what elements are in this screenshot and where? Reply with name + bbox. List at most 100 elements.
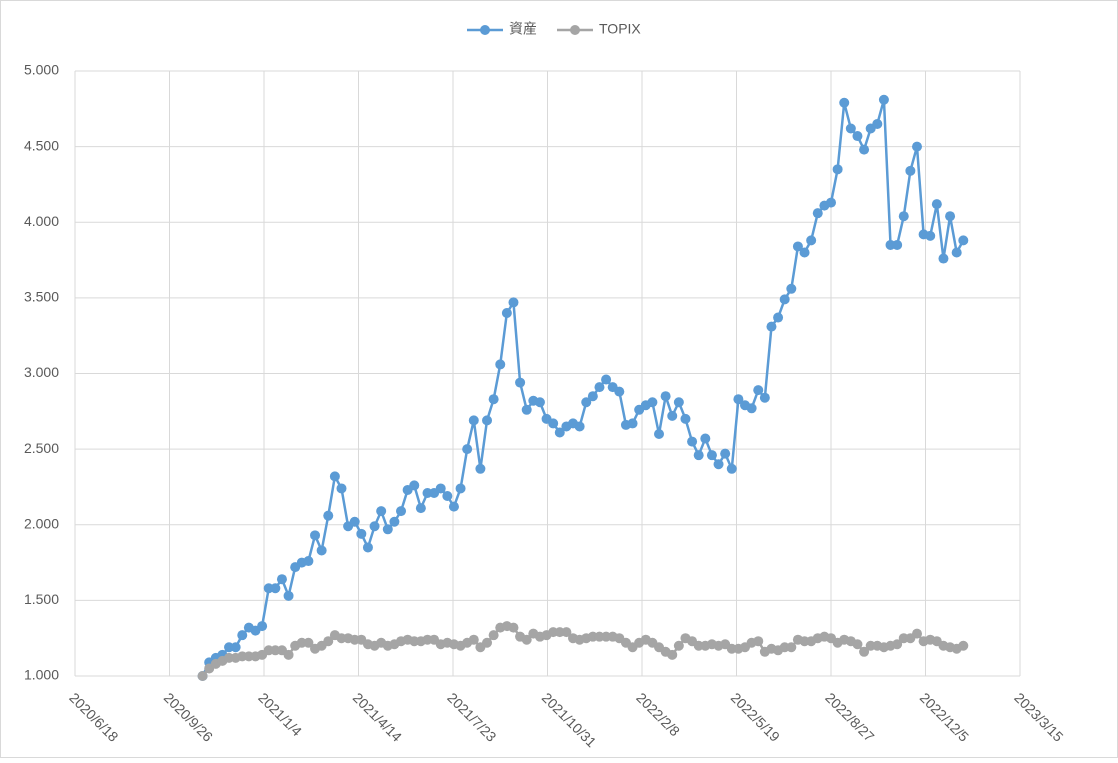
data-point [779,294,790,305]
legend-marker [480,25,490,35]
data-point [396,506,407,517]
data-point [323,510,334,521]
y-tick-label: 2.500 [24,440,59,456]
data-point [442,491,453,502]
data-point [958,235,969,246]
y-tick-label: 2.000 [24,515,59,531]
data-point [455,483,466,494]
legend-item: 資産 [467,21,537,37]
data-point [958,640,969,651]
data-point [376,506,387,517]
data-point [759,392,770,403]
data-point [627,418,638,429]
data-point [303,637,314,648]
data-point [673,640,684,651]
data-point [323,636,334,647]
data-point [270,583,281,594]
data-point [409,480,420,491]
data-point [601,374,612,385]
data-point [415,503,426,514]
data-point [237,630,248,641]
data-point [859,144,870,155]
data-point [654,429,665,439]
data-point [799,247,810,258]
data-point [197,671,208,681]
data-point [938,253,949,264]
data-point [852,131,863,142]
data-point [733,394,744,405]
legend-item: TOPIX [557,21,641,37]
data-point [945,211,956,222]
data-point [753,385,764,396]
data-point [693,450,704,461]
data-point [488,394,499,405]
data-point [581,397,592,408]
data-point [753,636,764,647]
data-point [925,230,936,241]
data-point [283,590,294,601]
data-point [508,622,519,633]
data-point [554,427,565,438]
data-point [276,574,287,585]
data-point [488,630,499,641]
data-point [501,308,512,318]
data-point [230,642,241,653]
data-point [667,649,678,660]
data-point [468,634,479,645]
data-point [521,404,532,415]
data-point [382,524,393,535]
data-point [283,649,294,660]
data-point [931,199,942,210]
legend-label: TOPIX [599,21,641,37]
data-point [872,118,883,129]
data-point [356,528,367,539]
data-point [303,556,314,567]
data-point [587,391,598,402]
data-point [667,410,678,421]
data-point [773,312,784,323]
data-point [561,627,572,638]
data-point [468,415,479,426]
data-point [548,418,559,429]
data-point [713,459,724,470]
data-point [687,436,698,447]
data-point [878,94,889,105]
data-point [508,297,519,308]
data-point [832,164,843,175]
data-point [892,239,903,250]
data-point [898,211,909,222]
data-point [706,450,717,461]
data-point [852,639,863,650]
legend-marker [570,25,580,35]
data-point [720,448,731,459]
data-point [462,444,473,455]
data-point [362,542,373,553]
data-point [389,516,400,527]
data-point [515,377,526,388]
data-point [329,471,340,482]
data-point [839,97,850,108]
data-point [951,247,962,258]
series-line [201,99,965,677]
y-tick-label: 5.000 [24,62,59,78]
data-point [680,413,691,424]
data-point [349,516,360,527]
data-point [448,501,459,512]
data-point [257,621,268,632]
legend-label: 資産 [509,21,537,37]
y-tick-label: 4.500 [24,137,59,153]
data-point [310,530,321,541]
data-point [806,235,817,246]
data-point [660,391,671,402]
y-tick-label: 3.500 [24,289,59,305]
data-point [482,415,493,426]
y-tick-label: 4.000 [24,213,59,229]
data-point [812,208,823,219]
data-point [700,433,711,444]
data-point [911,628,922,639]
data-point [647,397,658,408]
data-point [594,382,605,393]
data-point [534,397,545,408]
data-point [495,359,506,370]
y-tick-label: 1.000 [24,667,59,683]
